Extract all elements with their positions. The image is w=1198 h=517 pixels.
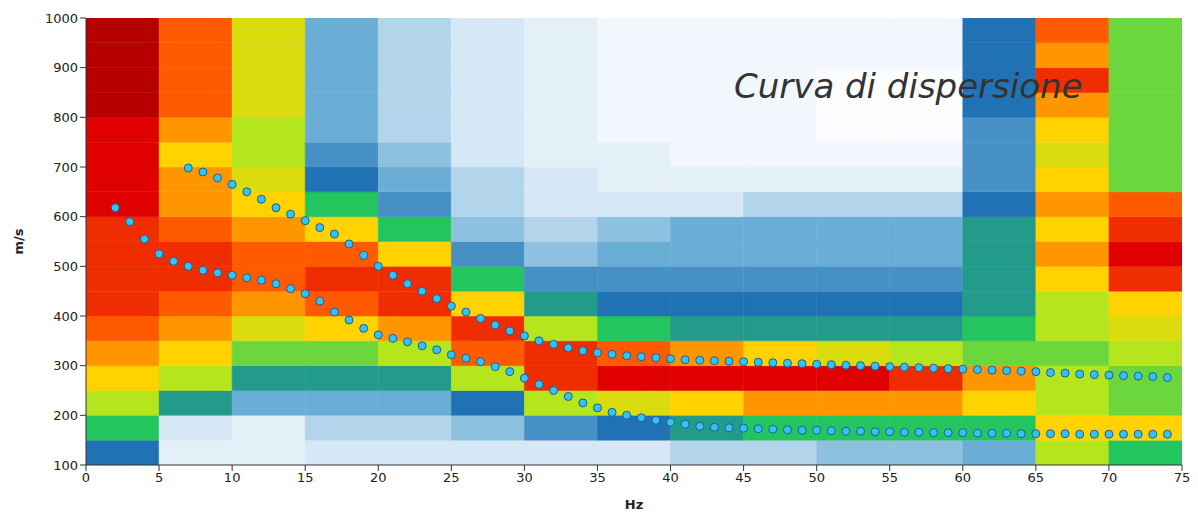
svg-text:500: 500 [53,259,78,274]
svg-text:40: 40 [662,470,679,485]
svg-text:30: 30 [516,470,533,485]
svg-text:300: 300 [53,358,78,373]
svg-text:1000: 1000 [45,11,78,26]
svg-text:60: 60 [955,470,972,485]
svg-text:Hz: Hz [625,497,643,512]
svg-text:20: 20 [370,470,387,485]
svg-text:600: 600 [53,209,78,224]
svg-text:35: 35 [589,470,606,485]
svg-text:5: 5 [155,470,163,485]
svg-text:800: 800 [53,110,78,125]
svg-text:75: 75 [1174,470,1191,485]
svg-text:0: 0 [82,470,90,485]
svg-text:100: 100 [53,458,78,473]
svg-text:70: 70 [1101,470,1118,485]
svg-text:65: 65 [1028,470,1045,485]
svg-text:10: 10 [224,470,241,485]
svg-text:900: 900 [53,60,78,75]
svg-text:50: 50 [808,470,825,485]
svg-text:700: 700 [53,160,78,175]
html-text:Curva di dispersione: Curva di dispersione [734,66,1083,106]
svg-text:200: 200 [53,408,78,423]
svg-text:55: 55 [881,470,898,485]
svg-text:m/s: m/s [11,228,26,254]
svg-text:25: 25 [443,470,460,485]
svg-text:15: 15 [297,470,314,485]
svg-text:400: 400 [53,309,78,324]
svg-text:45: 45 [735,470,752,485]
